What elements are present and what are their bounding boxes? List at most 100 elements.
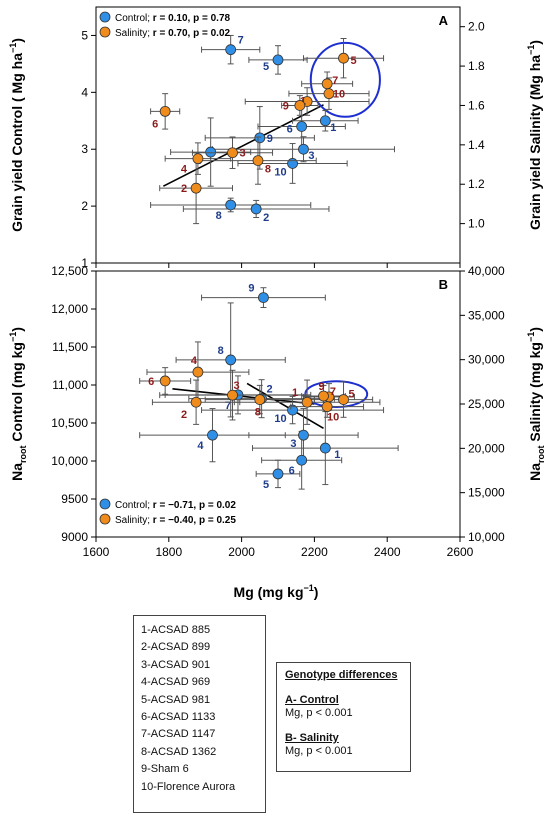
- y-right-tick-label: 10,000: [468, 530, 505, 544]
- x-tick-label: 2200: [301, 545, 328, 559]
- x-axis-title: Mg (mg kg−1): [234, 583, 319, 600]
- y-left-tick-label: 10,000: [51, 454, 88, 468]
- y-left-tick-label: 5: [81, 28, 88, 42]
- differences-b-value: Mg, p < 0.001: [285, 745, 353, 757]
- y-left-tick-label: 12,500: [51, 264, 88, 278]
- point-label: 10: [274, 413, 286, 425]
- point-label: 4: [181, 164, 188, 176]
- salinity-legend-marker: [99, 26, 111, 38]
- control-point: [296, 454, 308, 466]
- point-label: 4: [191, 355, 198, 367]
- genotype-key-item: 8-ACSAD 1362: [141, 745, 217, 758]
- plot-frame: [95, 6, 461, 264]
- point-label: 9: [283, 100, 289, 112]
- y-right-tick-label: 1.6: [468, 98, 485, 112]
- point-label: 9: [318, 381, 324, 393]
- point-label: 7: [238, 35, 244, 47]
- salinity-point: [252, 155, 264, 167]
- figure: 1 2 3 4 5 1.0 1.2 1.4 1.6 1.8 2.0 A Grain yield Cont…: [8, 6, 546, 600]
- control-point: [254, 132, 266, 144]
- y-left-axis-title: Grain yield Control ( Mg ha−1): [8, 38, 25, 232]
- point-label: 6: [148, 376, 154, 388]
- y-right-tick-label: 1.8: [468, 59, 485, 73]
- y-right-tick-label: 20,000: [468, 441, 505, 455]
- y-left-tick-label: 2: [81, 199, 88, 213]
- point-label: 7: [330, 386, 336, 398]
- panel-a-chart: 1 2 3 4 5 1.0 1.2 1.4 1.6 1.8 2.0 A Grain yield Cont…: [8, 6, 543, 270]
- point-label: 9: [267, 133, 273, 145]
- salinity-point: [338, 52, 349, 64]
- panel-label: B: [439, 277, 448, 292]
- control-point: [296, 121, 308, 132]
- highlight-ellipse: [304, 380, 369, 409]
- genotype-key: 1-ACSAD 885 2-ACSAD 899 3-ACSAD 901 4-AC…: [133, 615, 266, 813]
- genotype-key-item: 2-ACSAD 899: [141, 641, 211, 654]
- y-left-tick-label: 3: [81, 142, 88, 156]
- salinity-point: [190, 396, 202, 408]
- differences-a-value: Mg, p < 0.001: [285, 707, 353, 719]
- salinity-point: [192, 153, 204, 165]
- salinity-legend-marker: [99, 513, 111, 525]
- x-tick-label: 2000: [228, 545, 255, 559]
- point-label: 1: [334, 449, 340, 461]
- point-label: 10: [333, 89, 345, 101]
- point-label: 8: [255, 407, 261, 419]
- x-tick-label: 1800: [155, 545, 182, 559]
- control-legend-text: Control; r = −0.71, p = 0.02: [115, 500, 236, 511]
- y-right-axis-title: Naroot Salinity (mg kg−1): [526, 327, 546, 481]
- y-left-tick-label: 9500: [61, 492, 88, 506]
- control-point: [319, 442, 331, 454]
- salinity-point: [294, 100, 306, 111]
- genotype-key-item: 1-ACSAD 885: [141, 624, 211, 636]
- y-right-tick-label: 30,000: [468, 353, 505, 367]
- salinity-point: [190, 182, 202, 194]
- x-tick-label: 2400: [374, 545, 401, 559]
- regression-line: [162, 104, 324, 187]
- point-label: 8: [218, 345, 224, 357]
- genotype-key-item: 9-Sham 6: [141, 763, 189, 776]
- salinity-legend-text: Salinity; r = 0.70, p = 0.02: [115, 28, 231, 39]
- control-legend-marker: [99, 498, 111, 510]
- point-label: 10: [274, 166, 286, 178]
- point-label: 8: [265, 164, 271, 176]
- control-legend-marker: [99, 11, 111, 23]
- salinity-point: [338, 394, 349, 405]
- salinity-point: [254, 394, 266, 405]
- point-label: 8: [216, 210, 222, 222]
- salinity-point: [159, 375, 171, 387]
- y-left-tick-label: 10,500: [51, 416, 88, 430]
- control-point: [287, 158, 298, 169]
- differences-a-heading: A- Control: [285, 694, 339, 706]
- control-point: [207, 429, 218, 441]
- control-point: [319, 115, 331, 127]
- control-point: [258, 292, 269, 304]
- y-right-tick-label: 35,000: [468, 308, 505, 322]
- control-point: [225, 199, 237, 211]
- control-point: [298, 429, 309, 441]
- control-point: [225, 354, 237, 366]
- x-tick-label: 2600: [447, 545, 474, 559]
- point-label: 6: [152, 118, 158, 130]
- y-left-tick-label: 11,000: [52, 378, 88, 392]
- differences-b-heading: B- Salinity: [285, 732, 339, 744]
- genotype-key-item: 6-ACSAD 1133: [141, 711, 216, 724]
- point-label: 3: [290, 438, 296, 450]
- point-label: 6: [287, 123, 293, 135]
- y-left-tick-label: 11,500: [52, 340, 88, 354]
- y-right-tick-label: 2.0: [468, 20, 485, 34]
- y-left-tick-label: 12,000: [51, 302, 88, 316]
- y-right-tick-label: 1.0: [468, 217, 485, 231]
- genotype-key-item: 5-ACSAD 981: [141, 693, 211, 706]
- point-label: 6: [289, 465, 295, 477]
- point-label: 9: [248, 283, 254, 295]
- genotype-key-item: 10-Florence Aurora: [141, 780, 236, 793]
- salinity-point: [227, 147, 238, 159]
- panel-label: A: [439, 13, 449, 28]
- control-legend-text: Control; r = 0.10, p = 0.78: [115, 13, 231, 24]
- salinity-point: [192, 366, 204, 378]
- point-label: 1: [292, 387, 298, 399]
- y-left-tick-label: 1: [81, 256, 88, 270]
- salinity-point: [227, 389, 238, 401]
- x-tick-label: 1600: [83, 545, 110, 559]
- salinity-point: [301, 396, 313, 408]
